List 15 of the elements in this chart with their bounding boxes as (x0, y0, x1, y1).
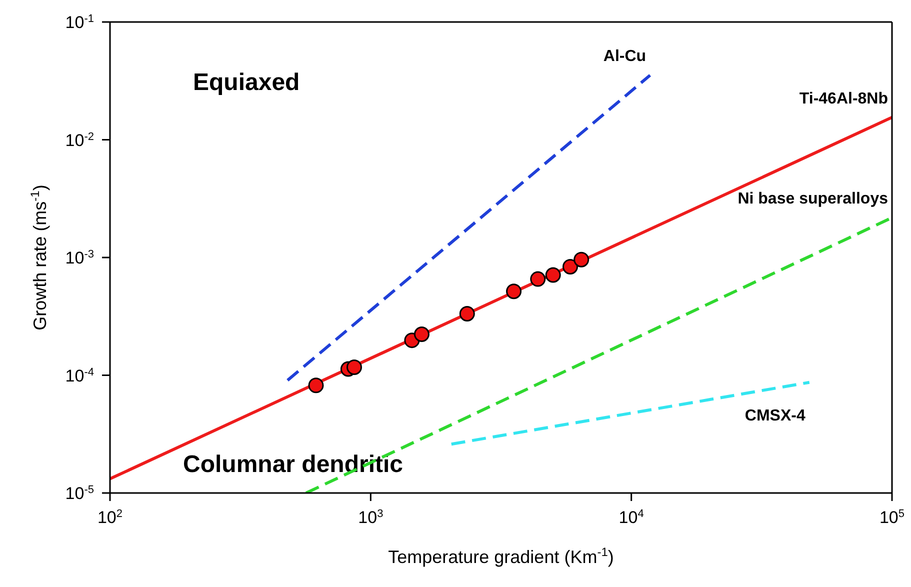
annotation: Equiaxed (193, 69, 300, 96)
series-label: Al-Cu (603, 48, 646, 66)
x-axis-title: Temperature gradient (Km$^{-1}$) (388, 545, 614, 567)
y-tick-label: 10$^{-5}$ (65, 484, 94, 503)
x-tick-label: 10$^{2}$ (97, 508, 123, 527)
series-label: Ni base superalloys (738, 190, 888, 208)
y-tick-label: 10$^{-3}$ (65, 248, 94, 268)
x-tick-label: 10$^{4}$ (618, 508, 644, 527)
y-tick-label: 10$^{-4}$ (65, 366, 94, 386)
series-label: CMSX-4 (744, 407, 806, 424)
x-tick-label: 10$^{5}$ (879, 508, 905, 527)
y-tick-label: 10$^{-2}$ (65, 130, 94, 150)
x-tick-label: 10$^{3}$ (358, 508, 384, 527)
series-label: Ti-46Al-8Nb (799, 90, 888, 108)
y-tick-label: 10$^{-1}$ (65, 13, 94, 32)
